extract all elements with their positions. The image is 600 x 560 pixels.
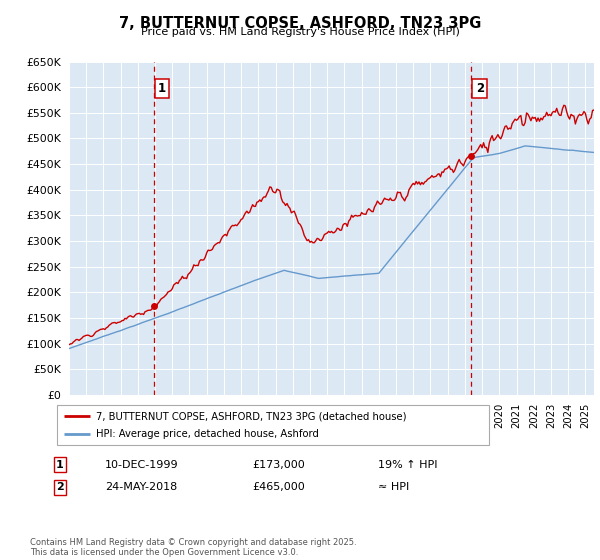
- Text: 19% ↑ HPI: 19% ↑ HPI: [378, 460, 437, 470]
- Text: 10-DEC-1999: 10-DEC-1999: [105, 460, 179, 470]
- Text: Contains HM Land Registry data © Crown copyright and database right 2025.
This d: Contains HM Land Registry data © Crown c…: [30, 538, 356, 557]
- Text: 2: 2: [56, 482, 64, 492]
- Text: 24-MAY-2018: 24-MAY-2018: [105, 482, 177, 492]
- Text: 2: 2: [476, 82, 484, 95]
- Text: £465,000: £465,000: [252, 482, 305, 492]
- Text: 1: 1: [56, 460, 64, 470]
- Text: 1: 1: [158, 82, 166, 95]
- Text: Price paid vs. HM Land Registry's House Price Index (HPI): Price paid vs. HM Land Registry's House …: [140, 27, 460, 37]
- Text: HPI: Average price, detached house, Ashford: HPI: Average price, detached house, Ashf…: [96, 429, 319, 439]
- Text: 7, BUTTERNUT COPSE, ASHFORD, TN23 3PG: 7, BUTTERNUT COPSE, ASHFORD, TN23 3PG: [119, 16, 481, 31]
- Text: ≈ HPI: ≈ HPI: [378, 482, 409, 492]
- Text: £173,000: £173,000: [252, 460, 305, 470]
- Text: 7, BUTTERNUT COPSE, ASHFORD, TN23 3PG (detached house): 7, BUTTERNUT COPSE, ASHFORD, TN23 3PG (d…: [96, 411, 407, 421]
